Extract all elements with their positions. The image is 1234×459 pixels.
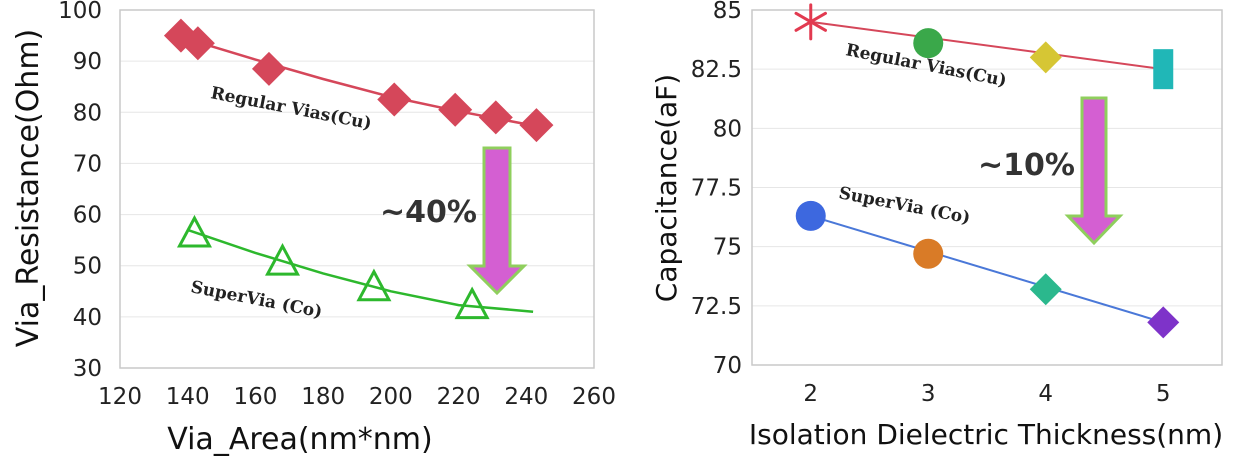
supervia-point (176, 214, 212, 248)
capacitance-y-tick: 82.5 (691, 57, 742, 83)
reduction-arrow-left (466, 146, 528, 296)
resistance-y-tick: 100 (58, 0, 102, 24)
regular-vias-label-left: Regular Vias(Cu) (209, 83, 373, 134)
resistance-gridlines (120, 9, 594, 369)
supervia-point (454, 286, 490, 320)
regular-vias-capacitance-point (913, 28, 944, 59)
capacitance-x-tick: 5 (1156, 381, 1171, 407)
resistance-x-tick: 140 (166, 384, 210, 410)
resistance-y-tick-labels: 30 40 50 60 70 80 90 100 (58, 0, 102, 382)
regular-vias-capacitance-point (1153, 49, 1174, 90)
regular-vias-point (377, 82, 412, 117)
capacitance-y-axis-title: Capacitance(aF) (650, 74, 683, 302)
regular-vias-point (519, 108, 554, 143)
supervia-capacitance-trend-line (810, 214, 1164, 324)
resistance-y-tick: 50 (73, 254, 102, 280)
supervia-capacitance-point (1147, 306, 1180, 339)
resistance-y-tick: 70 (73, 151, 102, 177)
capacitance-x-tick: 4 (1038, 381, 1053, 407)
regular-vias-capacitance-trend-line (810, 20, 1164, 71)
supervia-capacitance-point (1029, 273, 1062, 306)
capacitance-plot-frame (751, 9, 1223, 366)
resistance-y-tick: 60 (73, 203, 102, 229)
supervia-point (265, 242, 301, 276)
resistance-y-tick: 80 (73, 100, 102, 126)
capacitance-y-tick: 75 (713, 235, 742, 261)
regular-vias-point (438, 92, 473, 127)
resistance-plot-frame (119, 9, 595, 369)
supervia-trend-line (187, 228, 534, 313)
capacitance-series (794, 3, 1180, 339)
resistance-x-tick: 200 (369, 384, 413, 410)
capacitance-y-tick: 80 (713, 116, 742, 142)
supervia-point (356, 268, 392, 302)
reduction-arrow-right (1064, 96, 1124, 246)
resistance-x-tick-labels: 120 140 160 180 200 220 240 260 (98, 384, 616, 410)
resistance-series (163, 18, 554, 320)
resistance-y-tick: 40 (73, 305, 102, 331)
regular-vias-point (251, 51, 286, 86)
capacitance-x-tick: 3 (921, 381, 936, 407)
resistance-chart: 30 40 50 60 70 80 90 100 120 140 160 180 200 220 240 2… (11, 0, 616, 457)
capacitance-y-tick-labels: 70 72.5 75 77.5 80 82.5 85 (691, 0, 742, 379)
resistance-x-axis-title: Via_Area(nm*nm) (167, 422, 433, 457)
resistance-x-tick: 120 (98, 384, 142, 410)
resistance-x-tick: 240 (504, 384, 548, 410)
regular-vias-point (180, 26, 215, 61)
regular-vias-capacitance-point (1029, 41, 1062, 74)
capacitance-y-tick: 70 (713, 353, 742, 379)
capacitance-y-tick: 85 (713, 0, 742, 24)
capacitance-reduction-annotation: ~10% (978, 148, 1075, 183)
resistance-y-tick: 30 (73, 356, 102, 382)
capacitance-y-tick: 72.5 (691, 294, 742, 320)
capacitance-x-tick-labels: 2 3 4 5 (803, 381, 1170, 407)
supervia-capacitance-point (913, 238, 944, 269)
regular-vias-capacitance-point (794, 3, 827, 41)
resistance-y-axis-title: Via_Resistance(Ohm) (11, 29, 46, 348)
asterisk-stroke (794, 11, 827, 32)
supervia-capacitance-point (795, 200, 826, 231)
regular-vias-point (163, 18, 198, 53)
resistance-x-tick: 160 (233, 384, 277, 410)
resistance-reduction-annotation: ~40% (380, 195, 477, 230)
regular-vias-trend-line (183, 36, 537, 128)
supervia-label-left: SuperVia (Co) (189, 277, 324, 322)
resistance-x-tick: 220 (437, 384, 481, 410)
resistance-x-tick: 180 (301, 384, 345, 410)
capacitance-x-axis-title: Isolation Dielectric Thickness(nm) (749, 418, 1223, 451)
regular-vias-point (478, 100, 513, 135)
capacitance-x-tick: 2 (803, 381, 818, 407)
resistance-x-tick: 260 (572, 384, 616, 410)
capacitance-gridlines (752, 9, 1222, 366)
supervia-label-right: SuperVia (Co) (837, 183, 972, 228)
resistance-y-tick: 90 (73, 49, 102, 75)
capacitance-y-tick: 77.5 (691, 176, 742, 202)
